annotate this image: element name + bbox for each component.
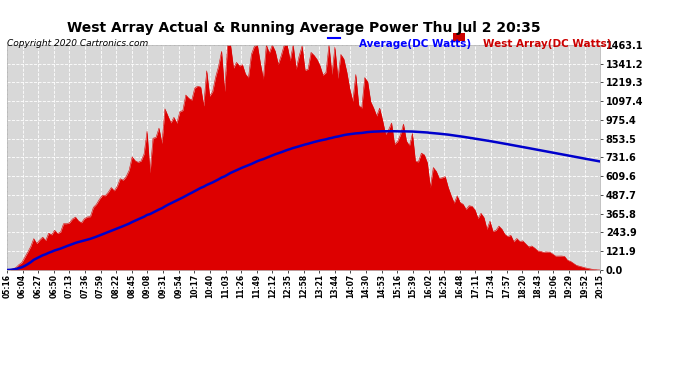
- Text: Copyright 2020 Cartronics.com: Copyright 2020 Cartronics.com: [7, 39, 148, 48]
- Text: Average(DC Watts): Average(DC Watts): [359, 39, 471, 50]
- Text: West Array Actual & Running Average Power Thu Jul 2 20:35: West Array Actual & Running Average Powe…: [67, 21, 540, 34]
- Text: West Array(DC Watts): West Array(DC Watts): [483, 39, 611, 50]
